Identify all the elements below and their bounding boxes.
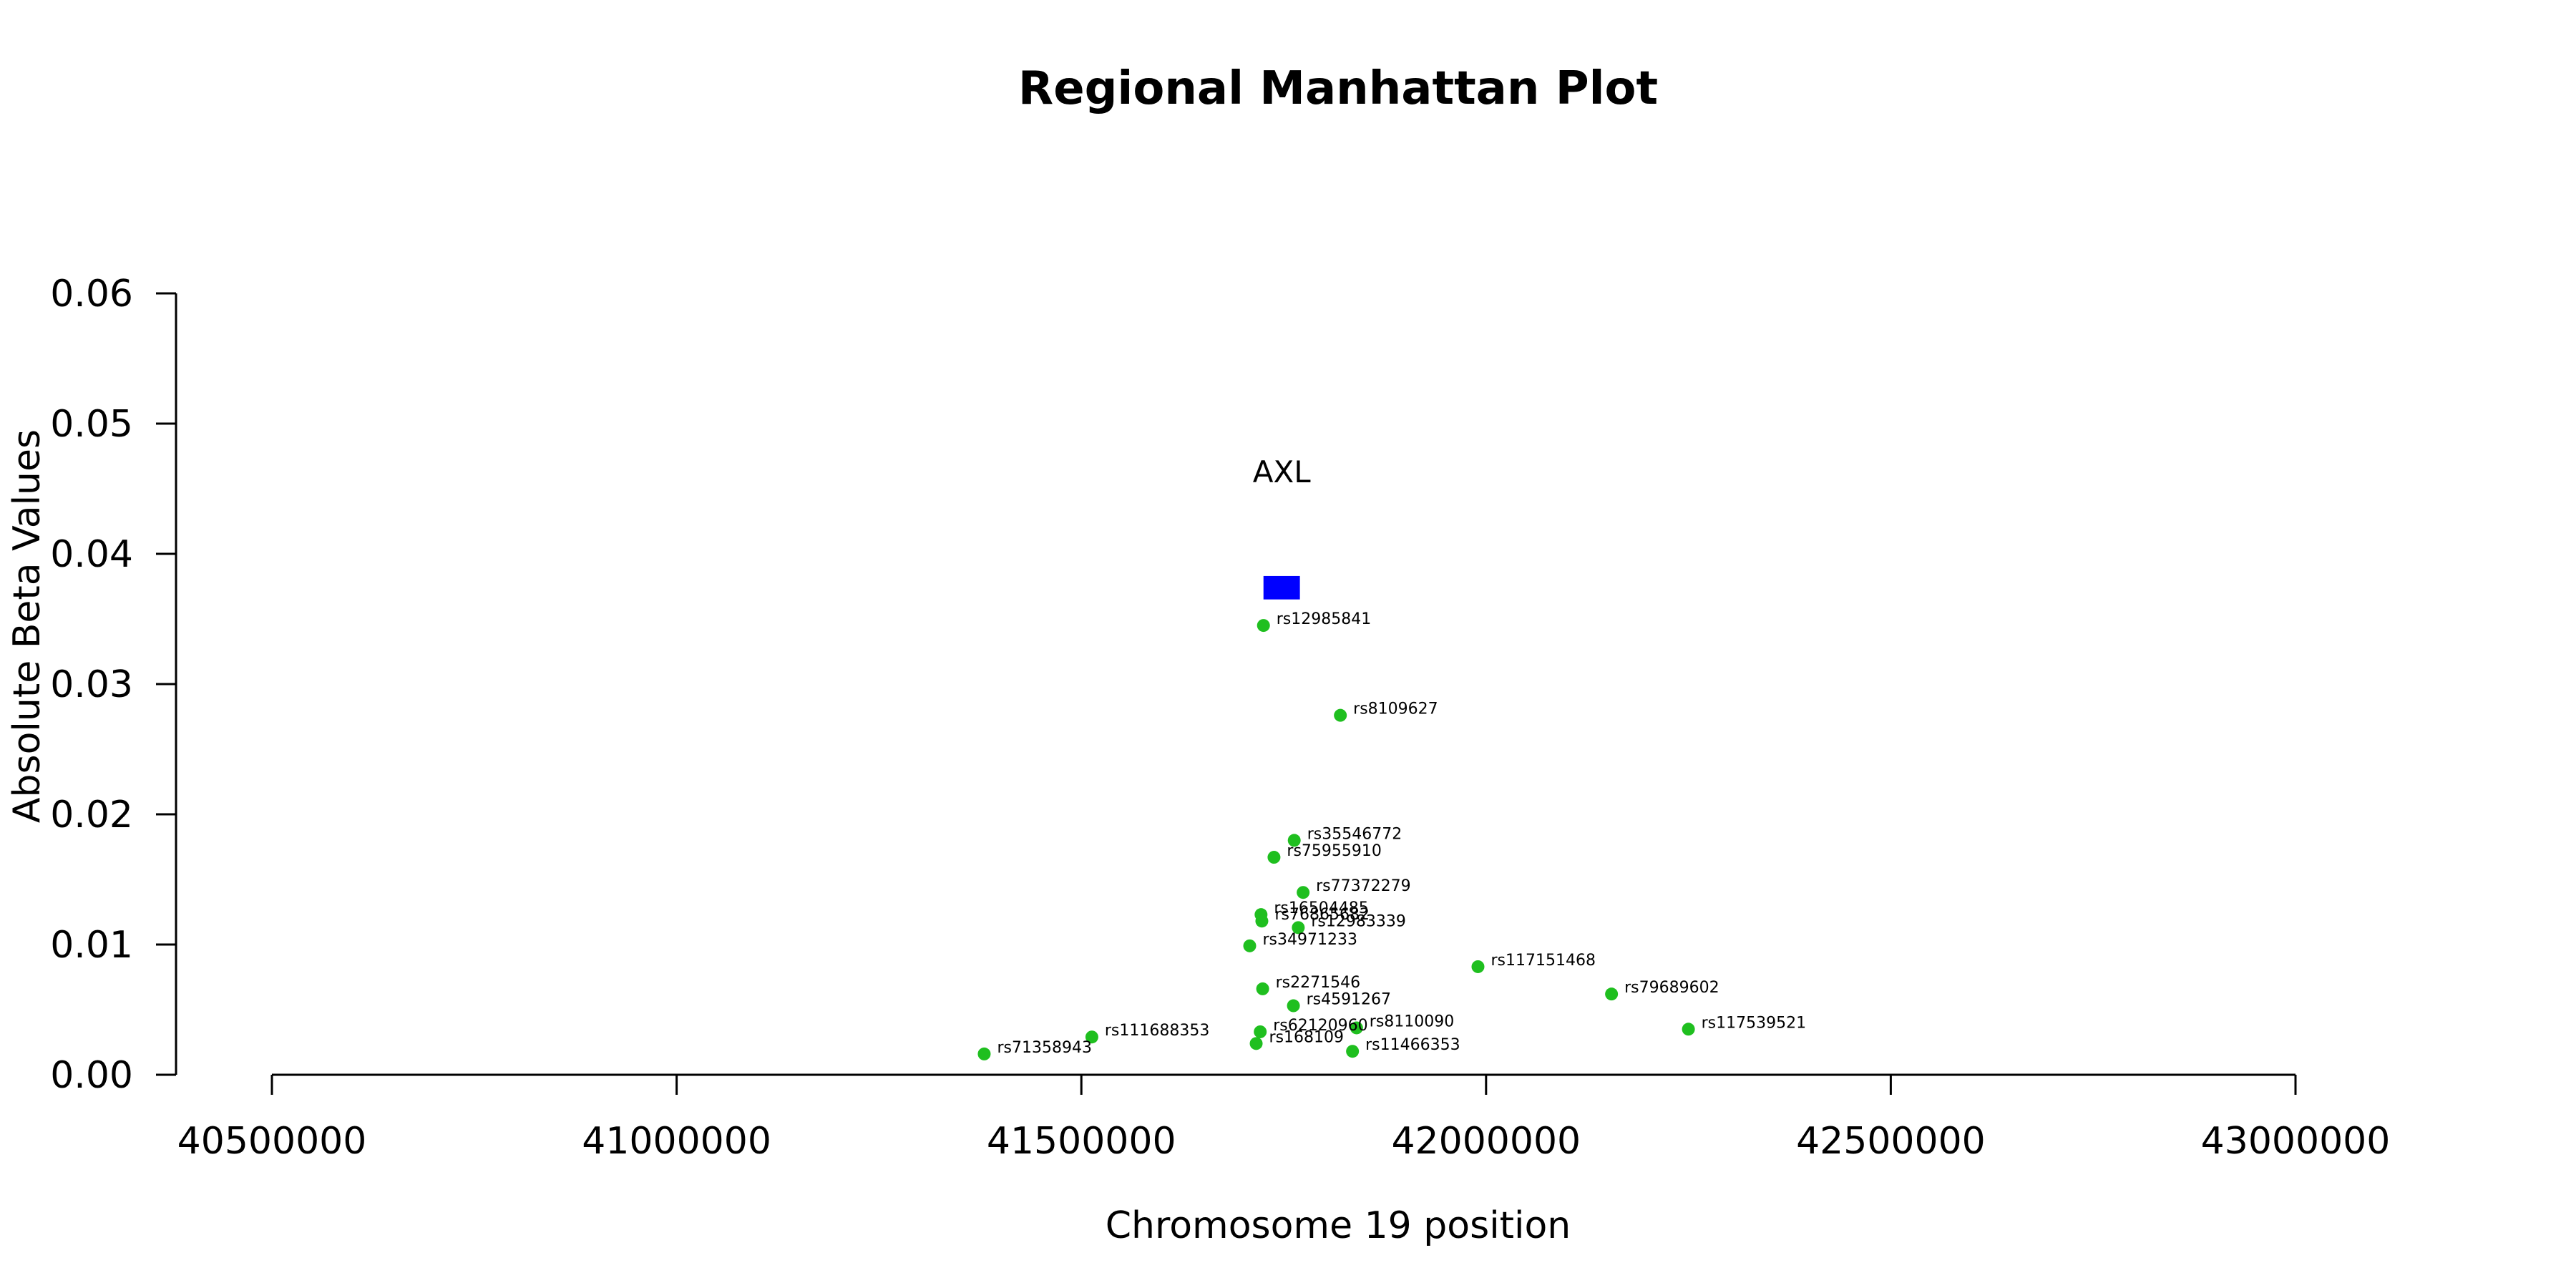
x-tick-label: 43000000 [2201,1120,2391,1163]
snp-point [1243,939,1257,952]
snp-point [1267,851,1281,864]
snp-label: rs8109627 [1353,701,1438,718]
gene-label: AXL [1253,454,1312,489]
chart-title: Regional Manhattan Plot [1018,62,1658,115]
snp-point [1287,834,1301,847]
x-tick-label: 40500000 [177,1120,367,1163]
snp-point [1287,999,1300,1013]
snp-label: rs12985841 [1277,610,1371,628]
snp-label: rs16504485 [1274,899,1368,917]
snp-point [1256,982,1269,995]
snp-point [1605,987,1619,1001]
y-tick-label: 0.02 [50,794,133,836]
y-tick-label: 0.04 [50,533,133,576]
snp-label: rs35546772 [1307,825,1402,843]
y-axis-label: Absolute Beta Values [6,429,49,823]
y-tick-label: 0.03 [50,663,133,706]
snp-label: rs75955910 [1287,842,1381,860]
snp-point [1254,1025,1267,1038]
snp-label: rs11466353 [1365,1036,1460,1054]
x-tick-label: 42000000 [1391,1120,1581,1163]
snp-label: rs111688353 [1105,1022,1209,1040]
x-tick-label: 41500000 [987,1120,1176,1163]
x-tick-label: 41000000 [582,1120,771,1163]
snp-label: rs4591267 [1307,991,1392,1009]
snp-label: rs77372279 [1316,877,1410,895]
snp-point [1471,960,1485,973]
snp-point [977,1047,991,1060]
snp-label: rs62120960 [1273,1017,1367,1035]
y-tick-label: 0.00 [50,1054,133,1097]
snp-point [1257,619,1270,633]
snp-point [1292,921,1305,935]
snp-label: rs168109 [1269,1028,1345,1046]
y-tick-label: 0.01 [50,924,133,967]
gene-box [1263,575,1300,600]
snp-point [1085,1030,1098,1044]
snp-point [1297,886,1310,899]
snp-label: rs117539521 [1702,1014,1806,1032]
snp-label: rs71358943 [997,1039,1091,1057]
snp-label: rs117151468 [1491,952,1595,970]
axes: 0.00 0.01 0.02 0.03 0.04 0.05 0.06 40500000 4100… [50,273,2390,1163]
snp-label: rs79689602 [1624,979,1719,997]
gene-annotation: AXL [1253,454,1312,600]
snp-label: rs8110090 [1370,1013,1455,1030]
snp-label: rs76865682 [1274,906,1369,924]
snp-point [1249,1037,1263,1050]
y-tick-label: 0.06 [50,273,133,316]
snp-label: rs34971233 [1262,931,1357,949]
y-tick-label: 0.05 [50,403,133,446]
x-axis-label: Chromosome 19 position [1106,1204,1571,1247]
snp-point [1350,1021,1363,1035]
snp-point [1334,708,1347,722]
snp-label: rs2271546 [1276,974,1361,992]
snp-point [1255,914,1269,928]
snp-label: rs12983339 [1311,912,1405,930]
snp-point [1346,1045,1360,1058]
snp-point [1682,1023,1695,1036]
x-tick-label: 42500000 [1796,1120,1986,1163]
